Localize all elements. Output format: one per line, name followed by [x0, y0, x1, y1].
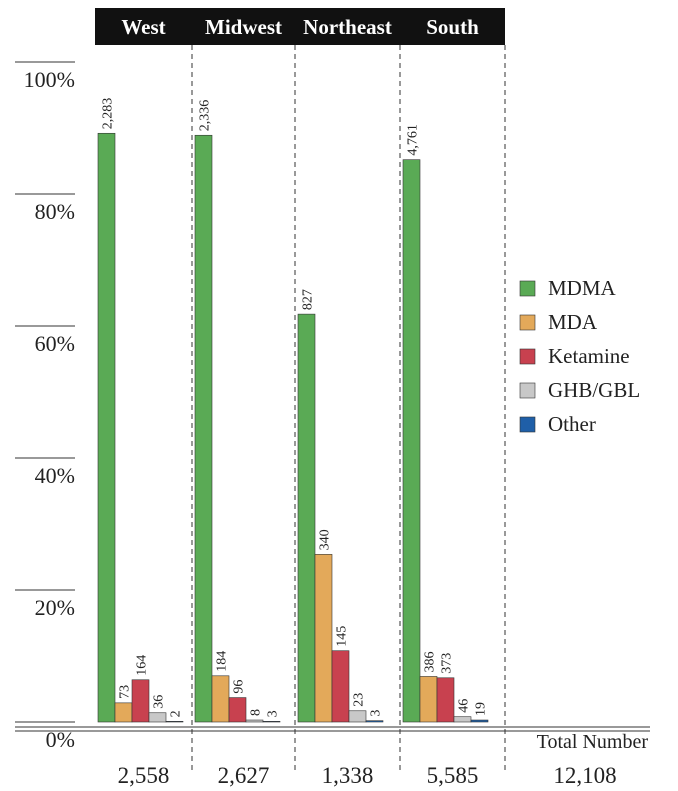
count-label: 96 [232, 680, 247, 694]
bar [402, 159, 421, 723]
count-label: 23 [352, 693, 367, 707]
count-label: 36 [152, 695, 167, 709]
bar [228, 697, 247, 723]
bar [365, 720, 384, 723]
grand-total: 12,108 [553, 763, 616, 788]
count-label: 827 [301, 289, 316, 310]
y-tick-label: 100% [24, 67, 75, 92]
count-label: 8 [249, 709, 264, 716]
bar [114, 702, 133, 723]
legend-label: Ketamine [548, 344, 630, 368]
legend-label: Other [548, 412, 596, 436]
region-total: 1,338 [322, 763, 374, 788]
region-label: South [426, 15, 479, 39]
bar [470, 719, 489, 723]
count-label: 73 [118, 685, 133, 699]
count-label: 3 [369, 710, 384, 717]
count-label: 46 [457, 699, 472, 713]
bar [165, 721, 184, 723]
bar [419, 676, 438, 723]
legend-swatch [519, 280, 536, 297]
bar [262, 721, 281, 723]
total-label: Total Number [537, 731, 649, 753]
y-tick-label: 80% [35, 199, 75, 224]
bar [194, 134, 213, 723]
count-label: 145 [335, 626, 350, 647]
count-label: 2,336 [198, 100, 213, 132]
y-tick-label: 0% [46, 727, 75, 752]
bar [348, 710, 367, 723]
count-label: 184 [215, 651, 230, 672]
region-total: 2,558 [118, 763, 170, 788]
count-label: 373 [440, 653, 455, 674]
count-label: 2 [169, 710, 184, 717]
header-band [95, 8, 505, 45]
bar [331, 650, 350, 723]
legend-swatch [519, 348, 536, 365]
y-tick-label: 40% [35, 463, 75, 488]
y-tick-label: 20% [35, 595, 75, 620]
bar [148, 712, 167, 723]
region-label: Northeast [303, 15, 392, 39]
count-label: 4,761 [406, 124, 421, 156]
y-tick-label: 60% [35, 331, 75, 356]
bar [211, 675, 230, 723]
region-label: West [121, 15, 165, 39]
count-label: 164 [135, 655, 150, 676]
count-label: 386 [423, 651, 438, 672]
bar [131, 679, 150, 723]
count-label: 3 [266, 710, 281, 717]
legend-label: GHB/GBL [548, 378, 640, 402]
bar [297, 313, 316, 723]
legend-swatch [519, 382, 536, 399]
region-label: Midwest [205, 15, 282, 39]
bar [97, 132, 116, 723]
count-label: 340 [318, 529, 333, 550]
count-label: 2,283 [101, 98, 116, 130]
legend-swatch [519, 416, 536, 433]
legend-label: MDMA [548, 276, 617, 300]
bar [245, 719, 264, 723]
legend-label: MDA [548, 310, 598, 334]
legend-swatch [519, 314, 536, 331]
region-total: 5,585 [427, 763, 479, 788]
bar [453, 716, 472, 723]
region-total: 2,627 [218, 763, 270, 788]
count-label: 19 [474, 702, 489, 716]
bar [314, 554, 333, 723]
bar [436, 677, 455, 723]
